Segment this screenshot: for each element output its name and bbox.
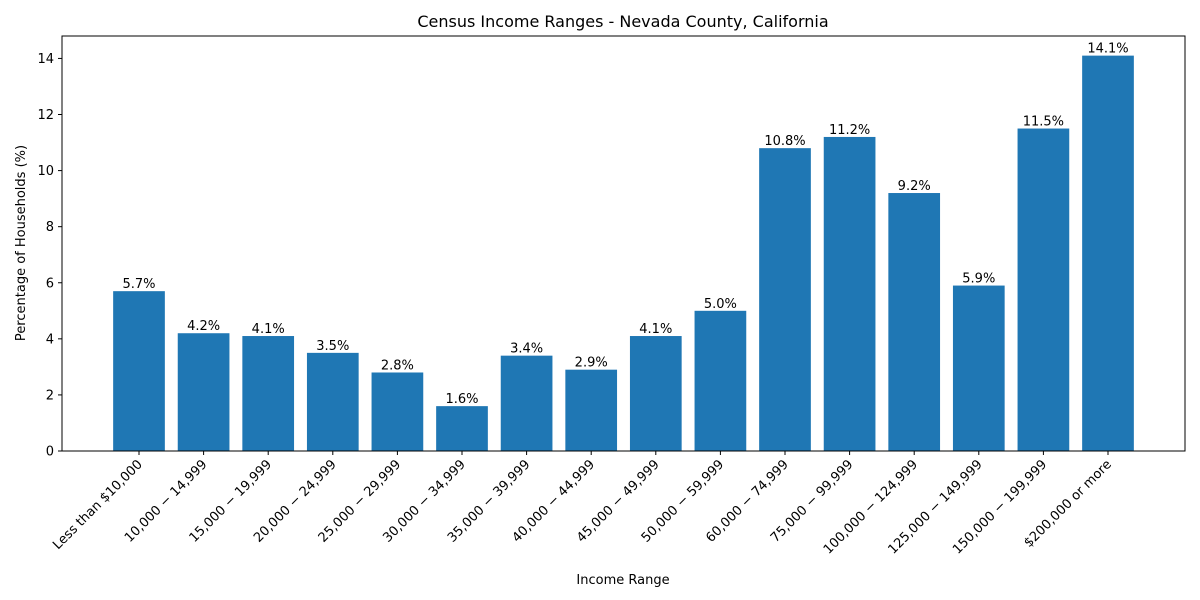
- y-tick-label: 8: [46, 220, 54, 235]
- bar-value-labels: 5.7% 4.2% 4.1% 3.5% 2.8% 1.6% 3.4% 2.9% 4.1% 5.0%…: [122, 42, 1128, 408]
- bar-value-label: 10.8%: [764, 134, 805, 149]
- bar-value-label: 4.2%: [187, 319, 220, 334]
- bar: [500, 355, 553, 451]
- plot-frame: [61, 35, 1186, 452]
- bar-value-label: 4.1%: [252, 322, 285, 337]
- bar-value-label: 9.2%: [898, 179, 931, 194]
- bars-layer: [113, 55, 1134, 451]
- bar-value-label: 3.4%: [510, 342, 543, 357]
- y-tick-label: 6: [46, 276, 54, 291]
- bar: [694, 310, 747, 451]
- y-tick-label: 2: [46, 388, 54, 403]
- bar: [888, 193, 941, 451]
- bar-value-label: 2.9%: [575, 356, 608, 371]
- bar-value-label: 11.2%: [829, 123, 870, 138]
- bar: [823, 136, 876, 451]
- chart-title: Census Income Ranges - Nevada County, Ca…: [417, 12, 828, 31]
- bar: [177, 333, 230, 451]
- bar: [371, 372, 424, 451]
- bar-value-label: 4.1%: [639, 322, 672, 337]
- y-axis-ticks: 0 2 4 6 8 10 12 14: [37, 52, 62, 460]
- y-tick-label: 4: [46, 332, 54, 347]
- bar: [629, 336, 682, 451]
- y-axis-label: Percentage of Households (%): [14, 145, 29, 341]
- bar-value-label: 3.5%: [316, 339, 349, 354]
- bar: [1082, 55, 1134, 451]
- bar-value-label: 14.1%: [1087, 42, 1128, 57]
- y-tick-label: 12: [37, 108, 54, 123]
- bar: [242, 336, 295, 451]
- bar-value-label: 5.9%: [962, 272, 995, 287]
- bar: [1017, 128, 1070, 451]
- y-tick-label: 0: [46, 445, 54, 460]
- x-axis-label: Income Range: [576, 573, 669, 588]
- bar-value-label: 2.8%: [381, 358, 414, 373]
- bar: [436, 406, 488, 451]
- bar: [113, 291, 165, 451]
- bar: [952, 285, 1005, 451]
- bar-value-label: 5.0%: [704, 297, 737, 312]
- bar: [565, 369, 618, 451]
- bar-value-label: 1.6%: [445, 392, 478, 407]
- bar-value-label: 5.7%: [122, 277, 155, 292]
- bar: [759, 148, 811, 451]
- y-tick-label: 10: [37, 164, 54, 179]
- bar-value-label: 11.5%: [1023, 115, 1064, 130]
- y-tick-label: 14: [37, 52, 54, 67]
- bar: [306, 352, 359, 451]
